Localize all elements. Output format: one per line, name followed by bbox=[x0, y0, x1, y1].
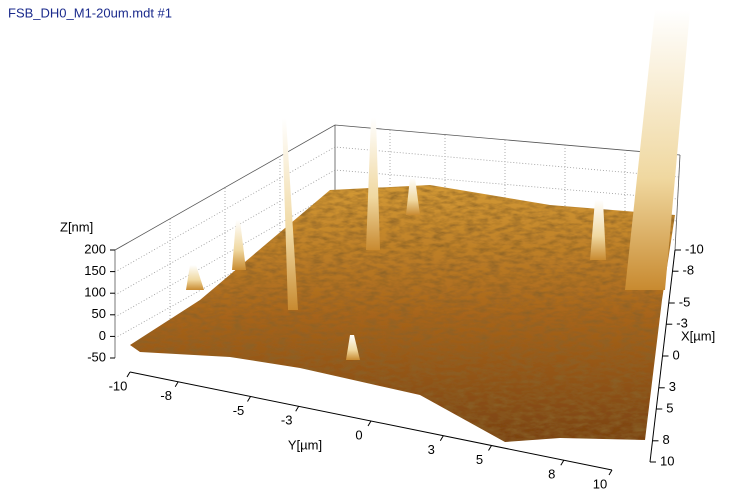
y-tick bbox=[174, 381, 179, 388]
y-tick bbox=[439, 435, 444, 441]
z-tick-label: 0 bbox=[99, 328, 106, 343]
y-tick-label: -5 bbox=[233, 403, 245, 418]
z-tick-label: 150 bbox=[84, 263, 106, 278]
x-axis-label: X[µm] bbox=[681, 328, 715, 343]
y-tick-label: 10 bbox=[593, 476, 607, 491]
x-tick-label: 0 bbox=[673, 347, 680, 362]
y-tick bbox=[608, 469, 613, 476]
z-tick-label: 50 bbox=[92, 306, 106, 321]
spikes bbox=[186, 10, 690, 360]
x-tick-label: 10 bbox=[660, 453, 674, 468]
y-tick bbox=[295, 406, 300, 412]
x-tick-label: 3 bbox=[669, 379, 676, 394]
x-tick-label: -10 bbox=[685, 241, 704, 256]
y-tick-label: 8 bbox=[548, 467, 555, 482]
y-tick-label: -8 bbox=[160, 388, 172, 403]
y-tick bbox=[367, 420, 372, 427]
chart-title: FSB_DH0_M1-20um.mdt #1 bbox=[8, 5, 172, 20]
y-tick-label: 3 bbox=[428, 442, 435, 457]
y-tick bbox=[126, 371, 131, 378]
z-tick-label: -50 bbox=[87, 349, 106, 364]
z-axis-label: Z[nm] bbox=[60, 219, 93, 234]
x-tick-label: 5 bbox=[666, 400, 673, 415]
y-tick bbox=[247, 396, 251, 402]
y-tick-label: 0 bbox=[355, 427, 362, 442]
y-tick-label: 5 bbox=[476, 452, 483, 467]
y-axis-label: Y[µm] bbox=[288, 437, 322, 452]
z-tick-label: 100 bbox=[84, 285, 106, 300]
y-tick-label: -3 bbox=[281, 413, 293, 428]
x-tick-label: -3 bbox=[676, 316, 688, 331]
x-tick-label: -5 bbox=[679, 294, 691, 309]
x-tick-label: -8 bbox=[683, 263, 695, 278]
y-tick bbox=[560, 459, 565, 466]
y-tick bbox=[488, 445, 492, 451]
surface bbox=[130, 185, 675, 442]
x-tick-label: 8 bbox=[663, 432, 670, 447]
y-tick-label: -10 bbox=[109, 378, 128, 393]
z-tick-label: 200 bbox=[84, 241, 106, 256]
